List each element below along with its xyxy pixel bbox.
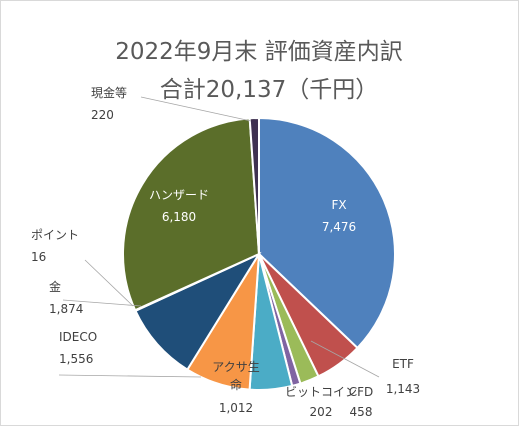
pie-slice [258,116,396,350]
slice-label: CFD [349,385,374,399]
leader-lines [58,96,380,378]
slice-label: アクサ生 [212,360,259,374]
pie-slice [121,117,261,312]
leader-line [84,259,134,307]
slice-value: 1,874 [49,302,83,316]
slice-label: IDECO [59,330,97,344]
slice-value: 6,180 [162,210,196,224]
slice-label: FX [331,198,346,212]
slice-label: ポイント [31,228,79,242]
pie-slice [248,116,260,255]
chart-subtitle: 合計20,137（千円） [160,77,378,103]
slice-label: 現金等 [91,85,127,100]
slice-value: 1,556 [59,352,93,366]
slice-value: 220 [91,108,114,122]
pie-slices [121,116,396,391]
slice-value: 458 [350,405,373,419]
leader-line [310,340,380,378]
slice-value: 7,476 [322,220,356,234]
slice-label: 命 [230,377,242,392]
slice-label: 金 [49,279,61,294]
leader-line [58,374,202,378]
chart-title: 2022年9月末 評価資産内訳 [115,39,402,65]
leader-line [140,96,252,122]
slice-value: 1,012 [219,401,253,415]
slice-label: ビットコイン [285,385,357,399]
pie-slice [134,251,262,371]
slice-label: ハンザード [149,188,209,202]
slice-value: 202 [310,405,333,419]
leader-line [62,299,142,307]
slice-label: ETF [392,357,414,371]
slice-value: 16 [31,250,46,264]
slice-value: 1,143 [386,382,420,396]
